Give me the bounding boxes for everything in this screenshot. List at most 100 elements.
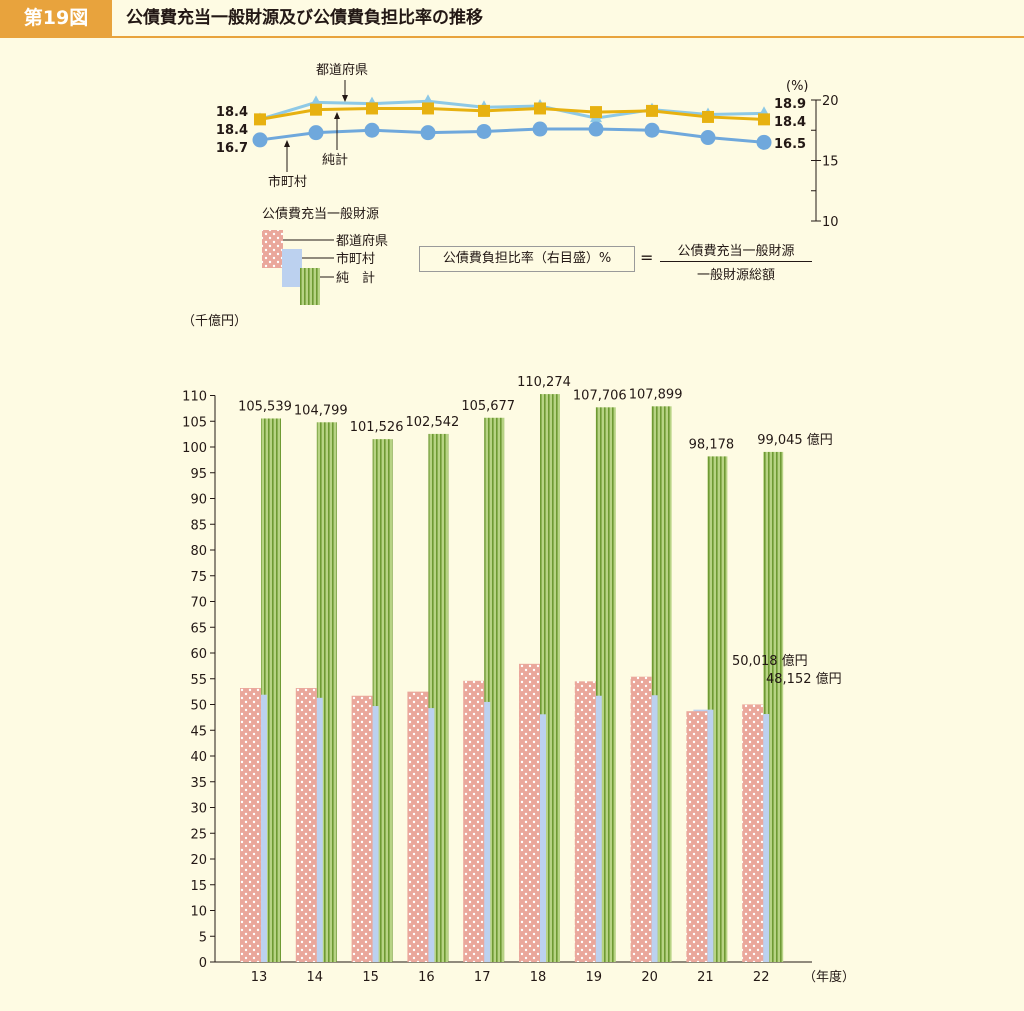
legend-swatch-prefecture [262, 230, 283, 268]
bar-prefecture [519, 663, 540, 962]
bar-y-tick-label: 90 [190, 493, 207, 508]
bar-x-tick-label: 22 [753, 970, 770, 985]
bar-x-tick-label: 16 [418, 970, 435, 985]
bar-value-label: 105,677 [461, 399, 515, 414]
bar-y-tick-label: 65 [190, 621, 207, 636]
legend-title: 公債費充当一般財源 [262, 206, 379, 222]
line-y-tick-label: 20 [822, 94, 839, 109]
bar-value-label: 101,526 [350, 420, 404, 435]
line-marker-square [310, 103, 322, 116]
line-series [259, 127, 765, 144]
bar-y-tick-label: 75 [190, 570, 207, 585]
bar-value-label: 104,799 [294, 403, 348, 418]
formula-numerator: 公債費充当一般財源 [660, 240, 812, 262]
bar-y-tick-label: 70 [190, 596, 207, 611]
formula-denominator: 一般財源総額 [696, 268, 775, 283]
bar-y-tick-label: 55 [190, 673, 207, 688]
line-marker-square [254, 113, 266, 126]
line-marker-circle [700, 130, 716, 146]
bar-prefecture [742, 704, 764, 962]
bar-y-tick-label: 35 [190, 776, 207, 791]
line-marker-square [478, 104, 490, 117]
bar-value-label-prefecture: 50,018 億円 [732, 653, 808, 669]
figure-number-badge: 第19図 [0, 0, 112, 36]
bar-y-tick-label: 45 [190, 724, 207, 739]
line-marker-triangle [422, 94, 434, 106]
legend-label-prefecture: 都道府県 [336, 234, 388, 249]
callout-arrowhead [334, 112, 340, 119]
bar-y-tick-label: 30 [190, 802, 207, 817]
line-marker-circle [364, 122, 380, 138]
bar-x-tick-label: 15 [362, 970, 379, 985]
line-marker-circle [756, 134, 772, 150]
line-marker-triangle [310, 95, 322, 107]
bar-y-tick-label: 40 [190, 750, 207, 765]
line-series [259, 106, 765, 121]
line-end-label-municipal: 16.5 [774, 137, 806, 152]
bar-value-label: 99,045 億円 [757, 432, 833, 448]
bar-prefecture [630, 676, 652, 962]
bar-y-tick-label: 0 [199, 956, 207, 971]
bar-y-tick-label: 10 [190, 905, 207, 920]
bar-x-tick-label: 17 [474, 970, 491, 985]
line-y-tick-label: 10 [822, 215, 839, 230]
bar-value-label: 107,899 [629, 387, 683, 402]
bar-y-tick-label: 85 [190, 518, 207, 533]
bar-y-tick-label: 15 [190, 879, 207, 894]
callout-arrowhead [342, 95, 348, 102]
bar-y-tick-label: 105 [182, 415, 207, 430]
bar-x-tick-label: 13 [251, 970, 268, 985]
bar-x-tick-label: 20 [641, 970, 658, 985]
line-marker-circle [252, 132, 268, 148]
line-start-label-prefecture: 18.4 [216, 105, 248, 120]
bar-prefecture [240, 688, 261, 962]
figure-title: 公債費充当一般財源及び公債費負担比率の推移 [126, 8, 483, 28]
bar-x-tick-label: 19 [586, 970, 603, 985]
formula-label: 公債費負担比率（右目盛）% [419, 246, 635, 272]
line-y-tick-label: 15 [822, 155, 839, 170]
legend-swatch-municipal [282, 249, 302, 287]
bar-y-tick-label: 110 [182, 390, 207, 405]
bar-y-tick-label: 25 [190, 827, 207, 842]
legend-label-net: 純 計 [336, 270, 375, 286]
bar-value-label: 98,178 [689, 437, 735, 452]
line-y-unit: (%) [786, 79, 809, 94]
line-end-label-prefecture: 18.9 [774, 97, 806, 112]
line-marker-circle [644, 122, 660, 138]
line-start-label-municipal: 16.7 [216, 141, 248, 156]
line-marker-square [422, 102, 434, 115]
bar-prefecture [351, 695, 373, 962]
line-marker-square [366, 102, 378, 115]
legend-label-municipal: 市町村 [336, 251, 375, 267]
line-marker-circle [588, 121, 604, 137]
bar-y-tick-label: 20 [190, 853, 207, 868]
line-end-label-net: 18.4 [774, 115, 806, 130]
bar-y-tick-label: 5 [199, 930, 207, 945]
bar-value-label: 105,539 [238, 399, 292, 414]
line-marker-square [702, 110, 714, 123]
bar-value-label: 107,706 [573, 388, 627, 403]
bar-prefecture [463, 680, 485, 962]
callout-arrowhead [284, 140, 290, 147]
bar-y-tick-label: 95 [190, 467, 207, 482]
line-marker-square [534, 102, 546, 115]
line-callout-municipal: 市町村 [268, 174, 307, 190]
bar-prefecture [686, 711, 708, 962]
line-start-label-net: 18.4 [216, 123, 248, 138]
bar-x-tick-label: 14 [307, 970, 324, 985]
line-marker-circle [308, 125, 324, 141]
bar-y-tick-label: 50 [190, 699, 207, 714]
bar-y-tick-label: 80 [190, 544, 207, 559]
bar-y-tick-label: 100 [182, 441, 207, 456]
line-series [259, 99, 765, 121]
line-callout-prefecture: 都道府県 [316, 63, 368, 78]
figure-header: 第19図 公債費充当一般財源及び公債費負担比率の推移 [0, 0, 1024, 38]
bar-x-unit: （年度） [803, 969, 855, 985]
formula-equals: = [640, 248, 654, 267]
bar-value-label: 102,542 [406, 415, 460, 430]
bar-y-unit: （千億円） [182, 313, 247, 329]
formula-fraction: 公債費充当一般財源 一般財源総額 [660, 240, 812, 283]
bar-prefecture [574, 681, 596, 962]
line-marker-square [758, 113, 770, 126]
